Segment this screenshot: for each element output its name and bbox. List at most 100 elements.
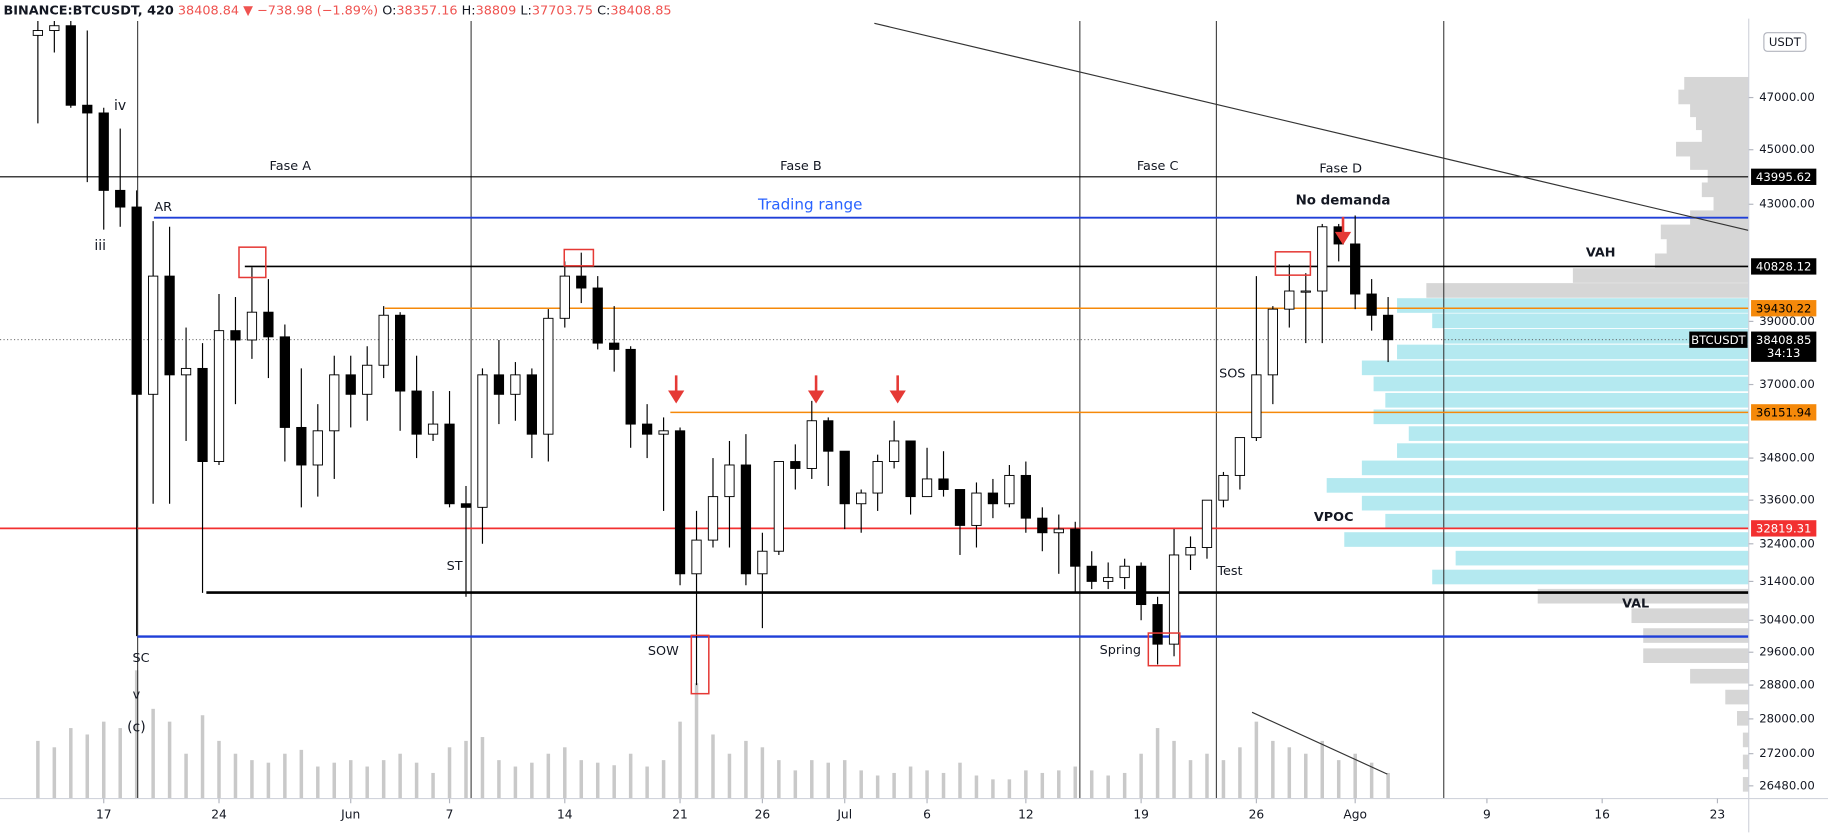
countdown-label: 34:13 <box>1767 346 1801 360</box>
volume-bar <box>546 753 551 799</box>
volume-profile-row <box>1361 495 1749 511</box>
plot-area <box>0 20 1749 799</box>
volume-profile-row <box>1666 238 1749 254</box>
volume-bar <box>1287 747 1292 799</box>
candle-body <box>230 330 241 341</box>
candle-body <box>526 374 537 435</box>
volume-bar <box>1238 747 1242 799</box>
header-item: O: <box>382 3 396 18</box>
y-tick-label: 34800.00 <box>1759 451 1815 465</box>
candle-body <box>1004 474 1015 505</box>
last-price-label: 38408.85 <box>1756 333 1812 347</box>
annotation: VAH <box>1586 245 1616 260</box>
header-item: L: <box>520 3 531 18</box>
y-tick-label: 29600.00 <box>1759 645 1815 659</box>
x-tick-label: 21 <box>672 807 688 821</box>
volume-profile-row <box>1426 283 1749 298</box>
candle-body <box>115 189 126 208</box>
volume-profile-row <box>1361 360 1749 376</box>
volume-profile-row <box>1725 689 1749 705</box>
volume-bar <box>727 753 732 799</box>
y-tick-label: 45000.00 <box>1759 142 1815 156</box>
volume-bar <box>1040 772 1045 799</box>
y-tick-label: 32400.00 <box>1759 536 1815 550</box>
header-item: 37703.75 <box>532 3 593 18</box>
volume-bar <box>52 747 57 799</box>
candle-body <box>757 550 768 575</box>
volume-profile-row <box>1373 409 1749 425</box>
y-tick-label: 37000.00 <box>1759 377 1815 391</box>
volume-bar <box>1353 753 1357 799</box>
x-tick-label: 26 <box>1249 807 1265 821</box>
currency-button-box[interactable] <box>1763 32 1807 52</box>
candle-body <box>839 450 850 505</box>
candle-body <box>362 364 373 395</box>
highlight-box <box>1147 632 1181 667</box>
candle-body <box>246 311 258 341</box>
volume-profile-row <box>1660 224 1749 240</box>
annotation: Fase C <box>1137 159 1179 174</box>
candle-body <box>856 492 867 505</box>
currency-button[interactable]: USDT <box>1763 32 1807 52</box>
volume-bar <box>628 753 633 799</box>
volume-bar <box>167 721 172 799</box>
volume-bar <box>1188 760 1193 799</box>
candle-body <box>1135 565 1147 606</box>
highlight-box <box>563 248 595 267</box>
volume-bar <box>958 762 962 799</box>
last-price-tag <box>1751 331 1817 362</box>
volume-bar <box>217 740 221 799</box>
candle-body <box>1284 290 1295 310</box>
volume-bar <box>101 721 106 799</box>
overlay: iv iii AR SC v (c) Fase A Fase B Fase C Fase D Tra… <box>94 98 1649 775</box>
candle-body <box>971 492 982 526</box>
level-tag <box>1751 258 1817 275</box>
x-tick-label: 6 <box>923 807 931 821</box>
annotation: Trading range <box>757 196 862 214</box>
volume-profile-row <box>1455 550 1749 566</box>
header-item: H: <box>462 3 476 18</box>
currency-label[interactable]: USDT <box>1769 35 1802 49</box>
volume-profile-row <box>1742 754 1749 770</box>
candle-body <box>1103 577 1114 582</box>
volume-bar <box>431 772 435 799</box>
annotation: No demanda <box>1296 194 1391 209</box>
candle-body <box>493 374 505 395</box>
candle-body <box>279 336 290 428</box>
volume-bar <box>348 760 353 799</box>
annotation: SOW <box>648 644 679 659</box>
volume-bar <box>134 670 139 799</box>
volume-bar <box>678 721 682 799</box>
x-tick-label: Ago <box>1343 807 1367 821</box>
x-tick-label: 16 <box>1594 807 1610 821</box>
y-tick-label: 28000.00 <box>1759 711 1815 725</box>
candle-body <box>576 275 587 289</box>
volume-bar <box>760 747 765 799</box>
x-tick-label: 17 <box>96 807 112 821</box>
volume-profile-row <box>1631 608 1749 624</box>
volume-bar <box>530 762 534 799</box>
volume-bar <box>250 760 254 799</box>
header-item: ▼ −738.98 (−1.89%) <box>243 3 378 18</box>
volume-bar <box>36 740 40 799</box>
annotation: Fase B <box>780 159 821 174</box>
candle-body <box>1020 474 1031 519</box>
volume-bar <box>1089 770 1094 799</box>
volume-profile-row <box>1742 732 1749 748</box>
candle-body <box>378 314 389 366</box>
candle-body <box>559 275 570 319</box>
volume-profile-row <box>1408 426 1749 441</box>
candle-body <box>65 25 76 106</box>
x-tick-label: 12 <box>1018 807 1034 821</box>
annotation: iii <box>94 238 106 254</box>
volume-profile-row <box>1742 777 1749 792</box>
candle-body <box>444 423 455 505</box>
volume-bar <box>777 760 781 799</box>
volume-bar <box>118 728 122 799</box>
candle-body <box>98 112 109 191</box>
volume-bar <box>694 683 699 799</box>
volume-profile-row <box>1432 569 1749 585</box>
candle-body <box>905 440 916 498</box>
y-tick-label: 30400.00 <box>1759 613 1815 627</box>
header: BINANCE:BTCUSDT, 420 38408.84 ▼ −738.98 … <box>3 3 671 18</box>
